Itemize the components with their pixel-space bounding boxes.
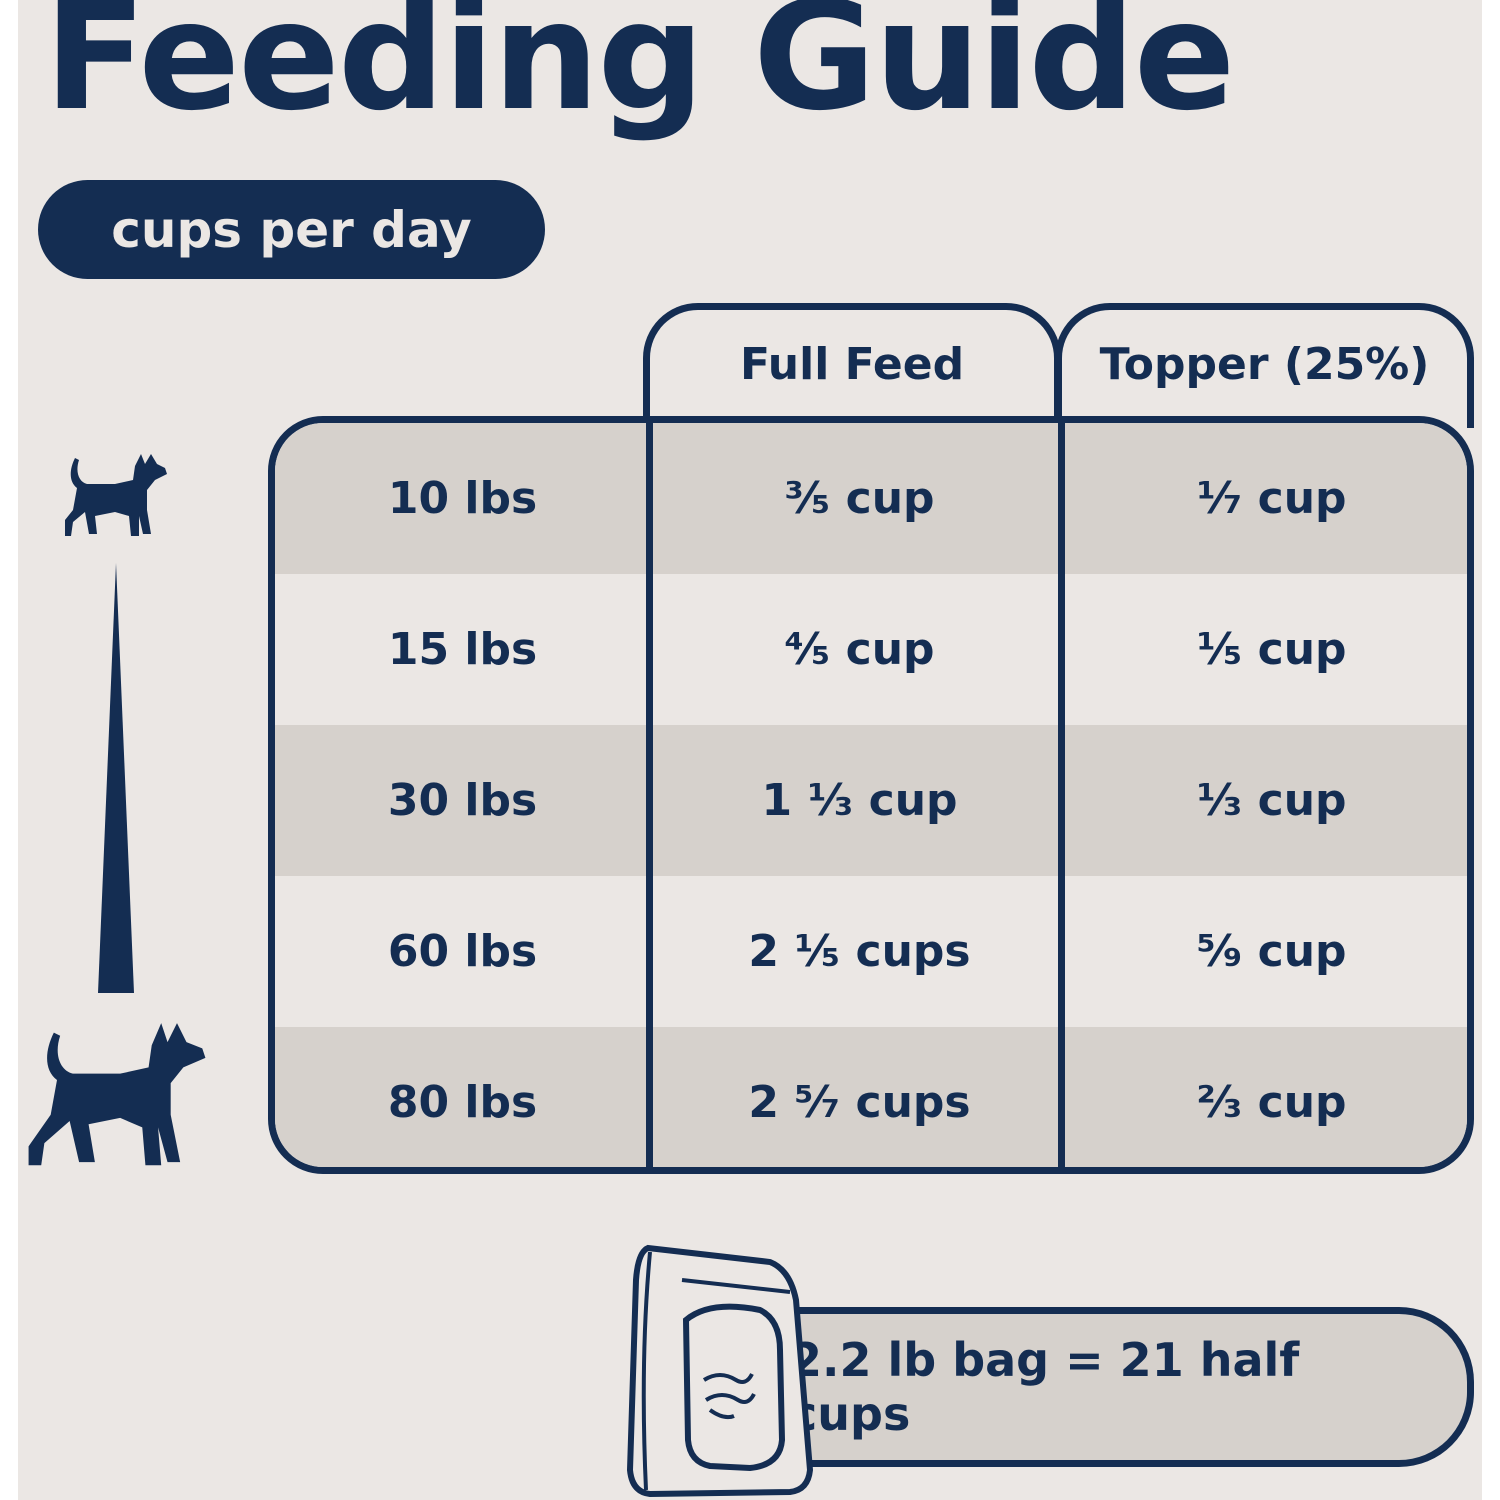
full-feed-cell: 2 ¹⁄₅ cups [748,926,971,977]
weight-cell: 80 lbs [387,1077,538,1128]
topper-cell: ¹⁄₇ cup [1196,473,1347,524]
unit-badge: cups per day [38,180,545,279]
topper-cell: ¹⁄₃ cup [1196,775,1347,826]
bag-note: 2.2 lb bag = 21 half cups [790,1307,1474,1467]
topper-cell: ⁵⁄₉ cup [1196,926,1347,977]
table-row: 80 lbs 2 ⁵⁄₇ cups ²⁄₃ cup [275,1027,1467,1167]
header-full-feed: Full Feed [643,303,1061,428]
large-dog-icon [28,1023,206,1166]
full-feed-cell: ⁴⁄₅ cup [784,624,935,675]
weight-cell: 60 lbs [387,926,538,977]
table-row: 15 lbs ⁴⁄₅ cup ¹⁄₅ cup [275,574,1467,725]
weight-cell: 10 lbs [387,473,538,524]
food-bag-icon [626,1244,814,1498]
topper-cell: ²⁄₃ cup [1196,1077,1347,1128]
page-title: Feeding Guide [44,0,1235,144]
full-feed-cell: 2 ⁵⁄₇ cups [748,1077,971,1128]
topper-cell: ¹⁄₅ cup [1196,624,1347,675]
header-topper: Topper (25%) [1055,303,1474,428]
full-feed-cell: 1 ¹⁄₃ cup [761,775,958,826]
size-scale-triangle-icon [98,563,134,993]
full-feed-cell: ³⁄₅ cup [784,473,935,524]
small-dog-icon [65,454,167,536]
table-row: 60 lbs 2 ¹⁄₅ cups ⁵⁄₉ cup [275,876,1467,1027]
table-row: 30 lbs 1 ¹⁄₃ cup ¹⁄₃ cup [275,725,1467,876]
column-divider [646,423,653,1167]
weight-cell: 30 lbs [387,775,538,826]
table-row: 10 lbs ³⁄₅ cup ¹⁄₇ cup [275,423,1467,574]
column-divider [1058,423,1065,1167]
feeding-table: 10 lbs ³⁄₅ cup ¹⁄₇ cup 15 lbs ⁴⁄₅ cup ¹⁄… [268,416,1474,1174]
weight-cell: 15 lbs [387,624,538,675]
